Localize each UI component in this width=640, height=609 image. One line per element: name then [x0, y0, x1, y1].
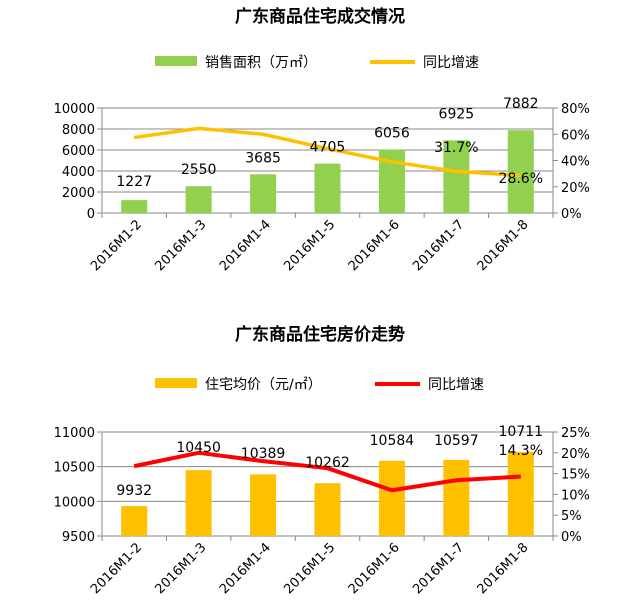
bar-data-label: 10597 — [434, 433, 479, 449]
bar — [378, 460, 405, 536]
x-tick-label: 2016M1-6 — [346, 217, 403, 274]
bar-data-label: 10389 — [241, 446, 286, 462]
y-tick-label: 2000 — [62, 186, 95, 201]
y2-tick-label: 80% — [561, 102, 590, 117]
line-series — [133, 126, 521, 178]
x-tick-label: 2016M1-4 — [217, 217, 274, 274]
bar-data-label: 10262 — [305, 455, 350, 471]
y-tick-label: 9500 — [62, 530, 95, 545]
y-tick-label: 10500 — [54, 461, 95, 476]
bar-data-label: 6056 — [374, 125, 410, 141]
bar-data-label: 10584 — [370, 433, 415, 449]
chart-title: 广东商品住宅成交情况 — [235, 6, 405, 27]
y-tick-label: 10000 — [54, 102, 95, 117]
line-series — [133, 450, 521, 493]
x-tick-label: 2016M1-3 — [153, 217, 210, 274]
bar — [185, 186, 212, 213]
legend-bar-label: 销售面积（万㎡） — [205, 55, 317, 71]
bar-data-label: 9932 — [116, 483, 152, 499]
y2-tick-label: 5% — [561, 509, 582, 524]
x-tick-label: 2016M1-8 — [475, 217, 532, 274]
y2-tick-label: 15% — [561, 468, 590, 483]
y-tick-label: 6000 — [62, 144, 95, 159]
legend-bar-swatch — [155, 378, 197, 388]
x-tick-label: 2016M1-3 — [153, 540, 210, 597]
y-tick-label: 11000 — [54, 426, 95, 441]
legend-bar-label: 住宅均价（元/㎡） — [205, 377, 322, 393]
y-tick-label: 4000 — [62, 165, 95, 180]
x-tick-label: 2016M1-7 — [410, 217, 467, 274]
bar — [185, 470, 212, 536]
bar-data-label: 1227 — [116, 174, 152, 190]
y2-tick-label: 0% — [561, 530, 582, 545]
bar — [250, 474, 277, 536]
y2-tick-label: 25% — [561, 426, 590, 441]
y2-tick-label: 40% — [561, 155, 590, 170]
y2-tick-label: 60% — [561, 128, 590, 143]
chart-title: 广东商品住宅房价走势 — [235, 324, 405, 345]
bar — [314, 483, 341, 536]
line-data-label: 14.3% — [499, 443, 543, 459]
bar-data-label: 6925 — [439, 106, 475, 122]
line-data-label: 28.6% — [499, 171, 543, 187]
bar — [507, 452, 534, 536]
x-tick-label: 2016M1-6 — [346, 540, 403, 597]
x-tick-label: 2016M1-5 — [281, 217, 338, 274]
y2-tick-label: 10% — [561, 488, 590, 503]
bar — [121, 200, 148, 213]
bar — [250, 174, 277, 213]
y-tick-label: 10000 — [54, 495, 95, 510]
legend-bar-swatch — [155, 56, 197, 66]
y-tick-label: 8000 — [62, 123, 95, 138]
bar — [443, 140, 470, 213]
x-tick-label: 2016M1-5 — [281, 540, 338, 597]
y2-tick-label: 0% — [561, 207, 582, 222]
legend-line-label: 同比增速 — [428, 377, 484, 393]
bar-data-label: 4705 — [310, 140, 346, 156]
y-tick-label: 0 — [87, 207, 95, 222]
bar — [121, 506, 148, 536]
bar — [443, 459, 470, 536]
x-tick-label: 2016M1-8 — [475, 540, 532, 597]
x-tick-label: 2016M1-2 — [88, 217, 145, 274]
bar-data-label: 10450 — [176, 440, 221, 456]
bar — [314, 163, 341, 213]
bar-data-label: 3685 — [245, 150, 281, 166]
bar-data-label: 7882 — [503, 96, 539, 112]
bar-data-label: 2550 — [181, 162, 217, 178]
x-tick-label: 2016M1-4 — [217, 540, 274, 597]
bar — [507, 130, 534, 213]
line-data-label: 31.7% — [434, 140, 478, 156]
x-tick-label: 2016M1-7 — [410, 540, 467, 597]
bar-data-label: 10711 — [499, 424, 544, 440]
legend-line-label: 同比增速 — [423, 55, 479, 71]
y2-tick-label: 20% — [561, 447, 590, 462]
x-tick-label: 2016M1-2 — [88, 540, 145, 597]
y2-tick-label: 20% — [561, 181, 590, 196]
